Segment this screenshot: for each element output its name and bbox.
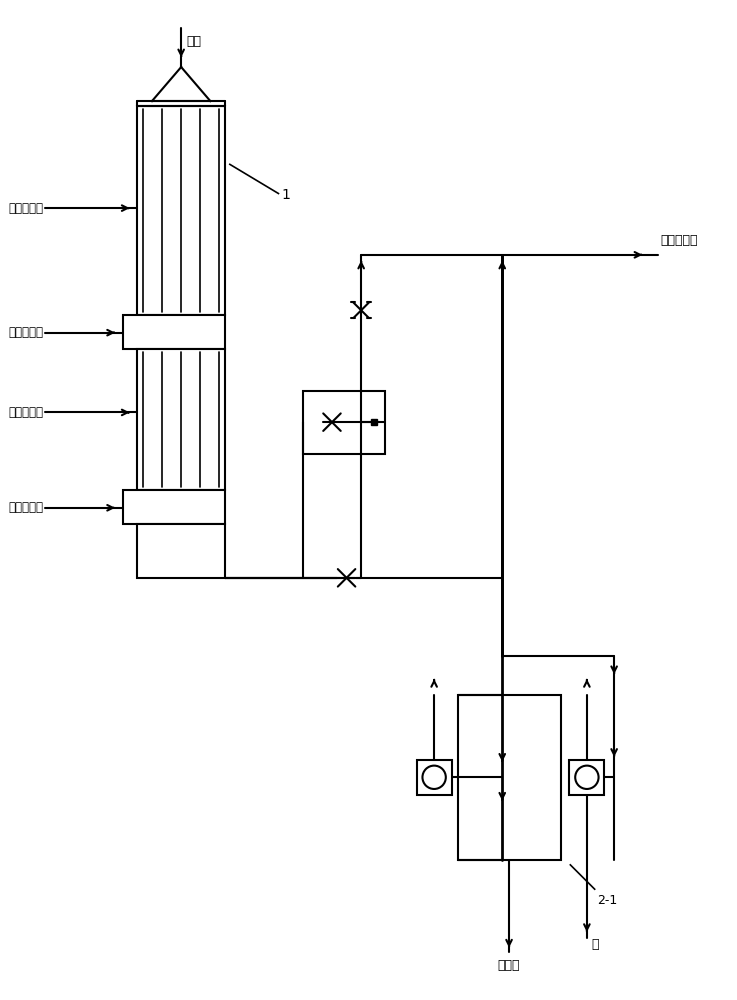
Bar xyxy=(137,106,225,315)
Text: 低品位冷源: 低品位冷源 xyxy=(8,326,43,339)
Text: 分离水: 分离水 xyxy=(497,959,520,972)
Text: 苯: 苯 xyxy=(592,938,599,951)
Text: 1: 1 xyxy=(282,188,290,202)
Bar xyxy=(137,524,225,578)
Bar xyxy=(123,315,225,349)
Text: 不凝性气体: 不凝性气体 xyxy=(661,234,699,247)
Text: 高品位冷源: 高品位冷源 xyxy=(8,501,43,514)
Text: 低品位冷源: 低品位冷源 xyxy=(8,202,43,215)
Bar xyxy=(458,695,561,860)
Bar xyxy=(303,391,385,454)
Text: 高品位冷源: 高品位冷源 xyxy=(8,406,43,419)
Bar xyxy=(137,349,225,490)
Text: 苯汽: 苯汽 xyxy=(186,35,201,48)
Text: 2-1: 2-1 xyxy=(598,894,618,907)
Bar xyxy=(123,490,225,524)
Bar xyxy=(416,760,452,795)
Bar xyxy=(570,760,604,795)
